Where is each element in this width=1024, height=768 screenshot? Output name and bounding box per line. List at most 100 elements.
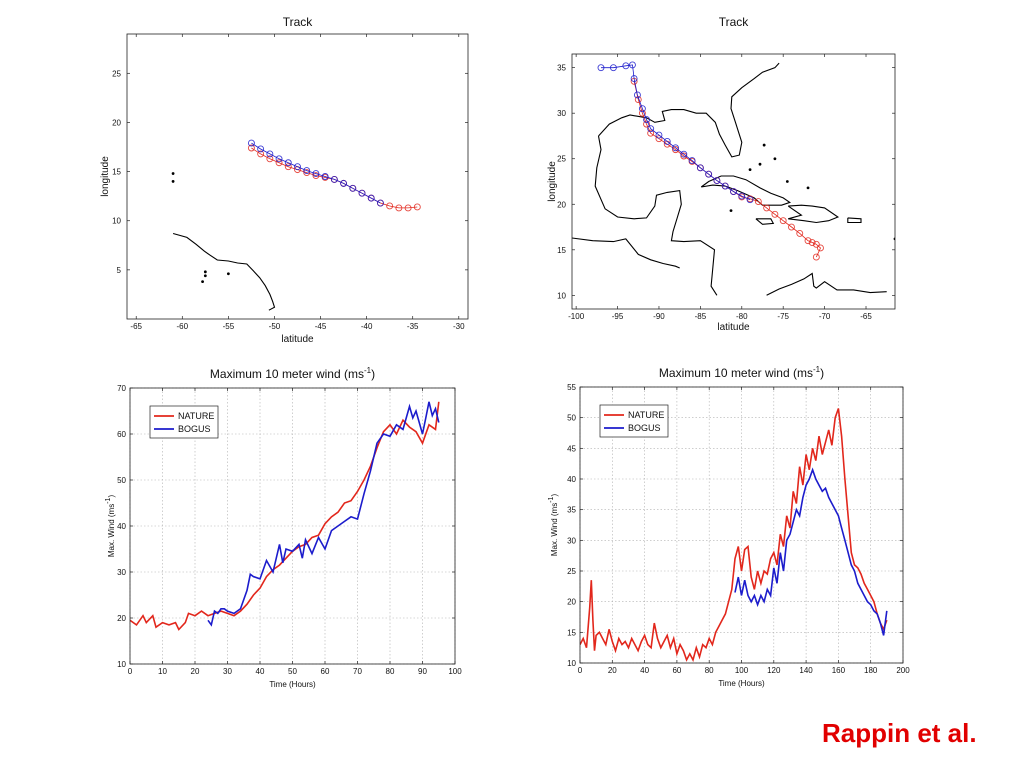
plot-area: [127, 34, 468, 319]
nature-track-point: [812, 240, 820, 248]
bogus-track-point: [266, 150, 274, 158]
y-tick-label: 10: [117, 660, 126, 669]
y-axis-label-main: Max. Wind (ms: [107, 504, 116, 557]
bogus-series-line: [734, 467, 888, 636]
bogus-track-point: [284, 159, 292, 167]
island-mark: [748, 168, 752, 172]
y-tick-label: 40: [117, 522, 126, 531]
nature-track-point: [754, 198, 762, 205]
bogus-track-point: [321, 173, 329, 180]
y-tick-label: 45: [567, 444, 576, 453]
bogus-series-line: [207, 401, 440, 627]
wind-left-chart: 0 10 20 30 40 50 60 70 80 90 10010203040506070Maxi…: [105, 366, 462, 689]
x-tick-label: 40: [256, 667, 265, 676]
y-tick-label: 15: [557, 246, 566, 255]
x-tick-label: 80: [386, 667, 395, 676]
island-mark: [729, 209, 733, 213]
x-tick-label: 180: [864, 666, 878, 675]
x-tick-label: -65: [130, 322, 142, 331]
bogus-track-point: [367, 194, 375, 202]
chart-title: Track: [283, 15, 314, 29]
bogus-track-point: [597, 64, 605, 72]
y-tick-label: 25: [112, 69, 121, 78]
coastline: [598, 62, 780, 158]
x-tick-label: 0: [128, 667, 133, 676]
chart-title-main: Maximum 10 meter wind (ms: [659, 366, 813, 380]
bogus-track-point: [672, 144, 679, 152]
bogus-track-point: [705, 170, 713, 178]
nature-track-point: [638, 109, 646, 117]
nature-track-point: [395, 204, 403, 212]
y-axis-label-end: ): [107, 495, 116, 498]
bogus-track-point: [721, 182, 729, 190]
y-tick-label: 20: [557, 200, 566, 209]
x-tick-label: 140: [799, 666, 813, 675]
plot-frame: [126, 33, 469, 320]
bogus-track-point: [312, 170, 320, 178]
nature-track-point: [643, 120, 650, 128]
bogus-track-point: [643, 116, 650, 124]
x-tick-label: 0: [578, 666, 583, 675]
nature-track-point: [275, 159, 283, 167]
nature-legend-label: NATURE: [628, 410, 664, 420]
x-tick-label: -65: [860, 312, 872, 321]
x-tick-label: 20: [191, 667, 200, 676]
y-axis-label: longitude: [547, 161, 558, 202]
y-tick-label: 30: [567, 536, 576, 545]
nature-track-point: [796, 229, 804, 237]
coastline: [755, 218, 775, 225]
plot-content: [171, 139, 421, 311]
bogus-track-point: [638, 105, 646, 113]
chart-title: Maximum 10 meter wind (ms-1): [659, 365, 824, 380]
y-axis-label-superscript: -1: [548, 496, 555, 502]
bogus-legend-label: BOGUS: [178, 424, 211, 434]
y-tick-label: 15: [112, 168, 121, 177]
bogus-track-point: [622, 62, 630, 70]
island-mark: [898, 252, 901, 255]
bogus-track-point: [655, 131, 663, 139]
bogus-track-point: [609, 64, 617, 72]
bogus-track-point: [713, 177, 721, 185]
x-axis-label: Time (Hours): [718, 679, 765, 688]
x-tick-label: 20: [608, 666, 617, 675]
island-mark: [773, 157, 777, 161]
y-axis-label-main: Max. Wind (ms: [550, 503, 559, 556]
x-tick-label: 200: [896, 666, 910, 675]
bogus-track-point: [630, 75, 638, 83]
plot-content: [130, 401, 440, 631]
legend-box: [149, 405, 219, 439]
nature-track-point: [804, 237, 812, 245]
bogus-track-point: [663, 137, 671, 145]
x-tick-label: -80: [736, 312, 748, 321]
x-tick-label: -60: [177, 322, 189, 331]
y-tick-label: 30: [557, 109, 566, 118]
x-tick-label: -85: [695, 312, 707, 321]
y-tick-label: 35: [567, 506, 576, 515]
island-mark: [785, 180, 789, 183]
y-axis-label-superscript: -1: [105, 497, 112, 503]
bogus-track-point: [730, 188, 737, 195]
x-tick-label: -40: [361, 322, 373, 331]
plot-area: [572, 54, 895, 309]
nature-track-point: [808, 239, 816, 246]
nature-track-point: [386, 202, 394, 210]
x-tick-label: 80: [705, 666, 714, 675]
bogus-track-point: [275, 155, 283, 163]
y-tick-label: 20: [117, 614, 126, 623]
bogus-track-point: [647, 125, 655, 133]
x-tick-label: -70: [819, 312, 831, 321]
bogus-track-point: [633, 91, 641, 99]
island-mark: [201, 280, 204, 284]
bogus-track-point: [358, 189, 366, 197]
author-credit: Rappin et al.: [822, 718, 977, 748]
nature-legend-label: NATURE: [178, 411, 214, 421]
x-axis-label: latitude: [281, 334, 314, 345]
wind-right-chart: 0 20 40 60 80 100 120 140 160 180 200 10 15 20 25 30 35 4…: [548, 365, 910, 688]
y-tick-label: 60: [117, 430, 126, 439]
x-tick-label: 30: [223, 667, 232, 676]
nature-track-point: [817, 244, 824, 252]
y-tick-label: 30: [117, 568, 126, 577]
x-tick-label: -75: [777, 312, 789, 321]
nature-track-point: [763, 204, 771, 212]
bogus-track-point: [247, 139, 255, 147]
